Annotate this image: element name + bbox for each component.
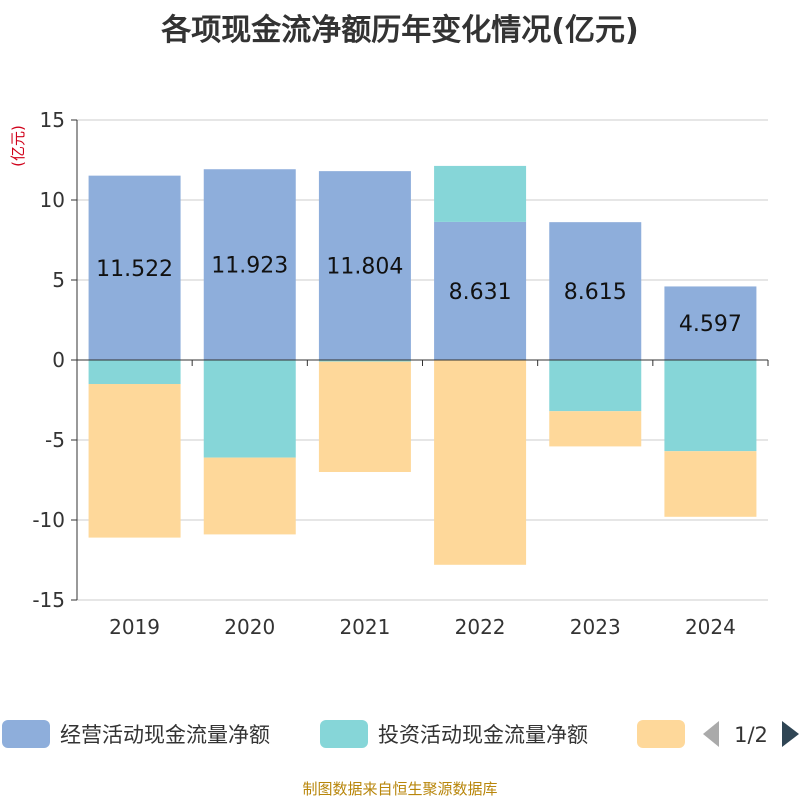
y-tick-label: -15 [32, 588, 65, 612]
x-tick-label: 2020 [224, 615, 275, 639]
legend-swatch [637, 720, 685, 748]
y-tick-label: 5 [52, 268, 65, 292]
bar-financing [549, 411, 642, 447]
bars [88, 165, 757, 565]
bar-financing [203, 457, 296, 535]
x-tick-label: 2022 [455, 615, 506, 639]
bar-operating [318, 171, 411, 360]
y-tick-label: 0 [52, 348, 65, 372]
y-tick-label: 10 [40, 188, 65, 212]
grid-lines [77, 119, 768, 601]
bar-financing [318, 361, 411, 472]
y-tick-label: 15 [40, 108, 65, 132]
data-label: 11.804 [326, 255, 403, 280]
bar-operating [88, 175, 181, 360]
bar-investing [549, 360, 642, 412]
bar-investing [203, 360, 296, 458]
axes: 15 10 5 0 -5 -10 -15 (亿元) 2019 2020 2021 2022 2023 20… [9, 108, 769, 639]
bar-operating [203, 169, 296, 360]
x-tick-label: 2023 [570, 615, 621, 639]
legend-swatch [2, 720, 50, 748]
bar-investing [664, 360, 757, 452]
bar-operating [549, 222, 642, 360]
legend-swatch [320, 720, 368, 748]
bar-investing [434, 165, 527, 222]
data-label: 8.631 [449, 280, 512, 305]
y-tick-label: -10 [32, 508, 65, 532]
chart-svg: 15 10 5 0 -5 -10 -15 (亿元) 2019 2020 2021 2022 2023 20… [2, 108, 799, 748]
x-tick-label: 2021 [339, 615, 390, 639]
data-labels: 11.522 11.923 11.804 8.631 8.615 4.597 [96, 254, 742, 338]
bar-operating [434, 221, 527, 360]
bar-financing [664, 451, 757, 517]
y-tick-label: -5 [45, 428, 65, 452]
legend-label: 投资活动现金流量净额 [378, 723, 588, 747]
data-label: 4.597 [679, 312, 742, 337]
pager-text: 1/2 [734, 723, 768, 747]
data-label: 11.522 [96, 257, 173, 282]
x-tick-label: 2024 [685, 615, 736, 639]
bar-operating [664, 286, 757, 360]
bar-investing [88, 360, 181, 384]
chart-title: 各项现金流净额历年变化情况(亿元) [161, 13, 639, 48]
bar-financing [88, 384, 181, 538]
data-label: 11.923 [211, 254, 288, 279]
pager-next-icon[interactable] [782, 721, 799, 747]
data-label: 8.615 [564, 280, 627, 305]
bar-financing [434, 360, 527, 565]
bar-investing [318, 360, 411, 362]
x-tick-label: 2019 [109, 615, 160, 639]
pager-prev-icon[interactable] [703, 721, 719, 747]
legend: 经营活动现金流量净额 投资活动现金流量净额 1/2 [2, 720, 799, 748]
y-axis-unit-label: (亿元) [9, 125, 27, 167]
legend-label: 经营活动现金流量净额 [60, 723, 270, 747]
data-source-note: 制图数据来自恒生聚源数据库 [302, 780, 498, 798]
